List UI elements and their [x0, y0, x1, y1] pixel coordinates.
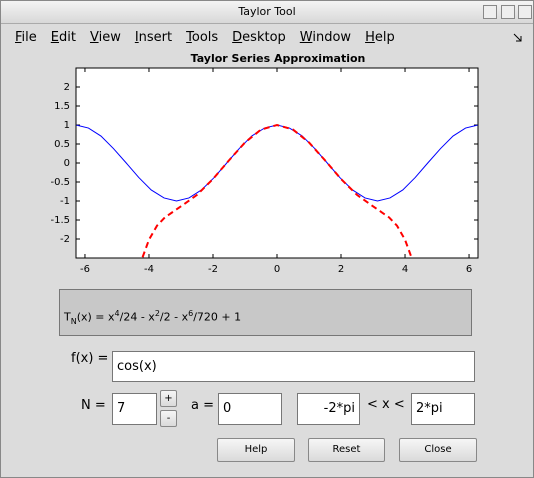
formula-display: TN(x) = x4/24 - x2/2 - x6/720 + 1	[59, 289, 472, 336]
y-tick-label: 0.5	[54, 139, 70, 150]
series-line	[141, 123, 413, 258]
formula-sup: 2	[154, 309, 160, 318]
y-tick-label: 0	[64, 158, 70, 169]
y-tick-label: -1	[60, 196, 70, 207]
window-title: Taylor Tool	[238, 5, 296, 18]
menu-item[interactable]: Tools	[186, 30, 219, 45]
plot: Taylor Series Approximation -6 -4 -2 0 2 4 6 -2…	[50, 52, 479, 275]
x-tick-label: -2	[208, 264, 218, 275]
range-label: < x <	[367, 397, 405, 412]
x-tick-label: -6	[80, 264, 90, 275]
axes-box	[75, 67, 479, 259]
y-tick-label: -0.5	[50, 177, 70, 188]
n-input[interactable]: 7	[112, 393, 157, 425]
a-label: a =	[191, 398, 214, 413]
decrement-button[interactable]: -	[160, 410, 177, 427]
a-input[interactable]: 0	[218, 393, 282, 425]
menu-item[interactable]: Window	[299, 30, 352, 45]
menu-item[interactable]: Help	[365, 30, 395, 45]
menu-bar: File Edit View Insert Tools Desktop Window Help	[1, 27, 533, 49]
formula-part: /2 - x	[159, 310, 189, 324]
x-tick-label: -4	[144, 264, 154, 275]
increment-button[interactable]: +	[160, 390, 177, 407]
fx-label: f(x) =	[71, 351, 109, 366]
y-tick-label: -2	[60, 234, 70, 245]
menu-item[interactable]: Insert	[134, 30, 173, 45]
menu-item[interactable]: Edit	[50, 30, 76, 45]
axes-background	[76, 68, 478, 258]
menu-item[interactable]: File	[15, 30, 37, 45]
formula-part: (x) = x	[76, 310, 115, 324]
n-label: N =	[81, 398, 106, 413]
close-window-button[interactable]	[518, 5, 532, 19]
formula-sub: N	[70, 316, 77, 326]
formula-part: T	[64, 310, 71, 324]
menu-item[interactable]: View	[89, 30, 121, 45]
y-tick-label: -1.5	[50, 215, 70, 226]
close-button[interactable]: Close	[399, 438, 477, 462]
formula-sup: 6	[188, 309, 194, 318]
y-tick-label: 1.5	[54, 101, 70, 112]
y-tick-label: 2	[64, 82, 70, 93]
xmin-input[interactable]: -2*pi	[297, 393, 360, 425]
maximize-button[interactable]	[501, 5, 515, 19]
xmax-input[interactable]: 2*pi	[411, 393, 475, 425]
x-tick-label: 6	[466, 264, 472, 275]
x-tick-label: 0	[274, 264, 280, 275]
x-tick-label: 2	[338, 264, 344, 275]
y-tick-label: 1	[64, 120, 70, 131]
minimize-button[interactable]	[483, 5, 497, 19]
title-bar: Taylor Tool	[1, 1, 533, 24]
formula-sup: 4	[114, 309, 120, 318]
formula-part: /720 + 1	[193, 310, 242, 324]
menu-item[interactable]: Desktop	[232, 30, 286, 45]
fx-input[interactable]: cos(x)	[112, 351, 475, 382]
reset-button[interactable]: Reset	[308, 438, 385, 462]
formula-part: /24 - x	[119, 310, 155, 324]
x-tick-label: 4	[402, 264, 408, 275]
help-button[interactable]: Help	[217, 438, 295, 462]
dock-arrow[interactable]	[513, 33, 523, 43]
plot-title: Taylor Series Approximation	[191, 52, 366, 65]
